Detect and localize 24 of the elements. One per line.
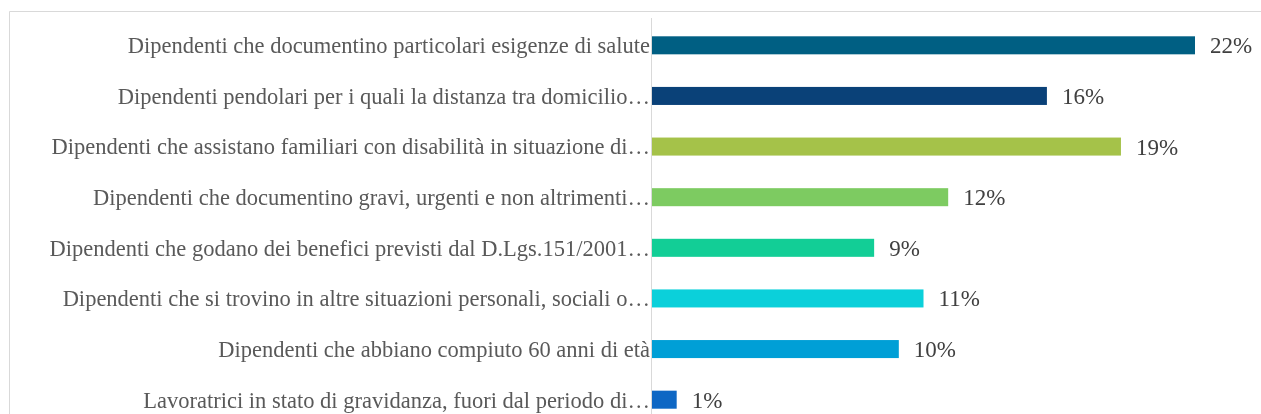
data-label: 10% <box>913 337 956 363</box>
data-label: 9% <box>889 235 920 261</box>
data-label: 22% <box>1210 33 1253 59</box>
data-label: 16% <box>1061 83 1105 109</box>
bar <box>652 36 1195 55</box>
y-tick-label: Dipendenti che documentino gravi, urgenti e non altrimenti… <box>93 185 650 211</box>
y-tick-label: Dipendenti che documentino particolari esigenze di salute <box>127 33 651 59</box>
data-label: 19% <box>1135 134 1179 160</box>
y-tick-label: Dipendenti pendolari per i quali la distanza tra domicilio… <box>117 83 650 109</box>
y-tick-label: Dipendenti che abbiano compiuto 60 anni di età <box>218 336 650 362</box>
bar <box>652 137 1121 156</box>
data-label: 11% <box>938 286 980 312</box>
y-tick-label: Dipendenti che godano dei benefici previsti dal D.Lgs.151/2001… <box>49 235 650 261</box>
bar <box>652 238 875 257</box>
data-label: 12% <box>963 185 1006 211</box>
bar <box>652 86 1047 105</box>
bar <box>652 188 949 207</box>
bar <box>652 340 899 359</box>
data-label: 1% <box>691 387 723 413</box>
y-tick-label: Dipendenti che assistano familiari con disabilità in situazione di… <box>51 134 650 160</box>
y-tick-label: Lavoratrici in stato di gravidanza, fuori dal periodo di… <box>143 387 650 413</box>
bar <box>652 390 677 409</box>
y-tick-label: Dipendenti che si trovino in altre situazioni personali, sociali o… <box>62 286 650 312</box>
bar <box>652 289 924 308</box>
